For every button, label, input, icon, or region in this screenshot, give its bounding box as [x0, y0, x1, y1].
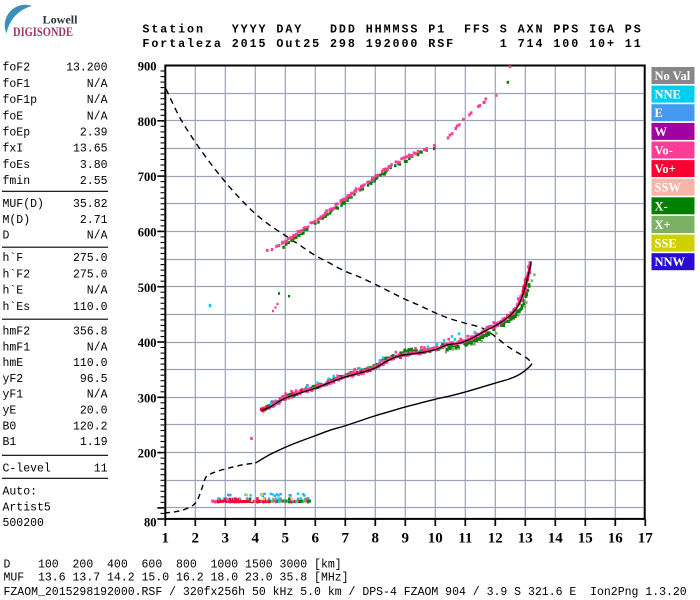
svg-text:foE: foE — [3, 110, 24, 123]
svg-text:2.71: 2.71 — [80, 214, 108, 227]
svg-text:foEs: foEs — [3, 159, 31, 172]
svg-text:11: 11 — [94, 463, 108, 476]
svg-text:N/A: N/A — [87, 341, 108, 354]
svg-text:200: 200 — [138, 447, 157, 461]
svg-text:1: 1 — [162, 531, 170, 547]
svg-text:35.82: 35.82 — [73, 198, 108, 211]
svg-text:500200: 500200 — [3, 517, 45, 530]
svg-text:MUF 13.6 13.7 14.2 15.0 16.2: MUF 13.6 13.7 14.2 15.0 16.2 18.0 23.0 3… — [4, 572, 349, 585]
svg-text:500: 500 — [138, 281, 157, 295]
svg-text:900: 900 — [138, 60, 157, 74]
svg-text:Artist5: Artist5 — [3, 502, 51, 515]
svg-text:2.39: 2.39 — [80, 127, 108, 140]
svg-text:3.80: 3.80 — [80, 159, 108, 172]
svg-text:3: 3 — [222, 531, 230, 547]
svg-text:275.0: 275.0 — [73, 252, 108, 265]
svg-text:FZAOM_2015298192000.RSF / 320f: FZAOM_2015298192000.RSF / 320fx256h 50 k… — [4, 586, 687, 599]
svg-text:B1: B1 — [3, 436, 17, 449]
svg-text:foF2: foF2 — [3, 62, 31, 75]
svg-text:275.0: 275.0 — [73, 268, 108, 281]
svg-text:96.5: 96.5 — [80, 373, 108, 386]
svg-text:16: 16 — [608, 531, 624, 547]
svg-text:hmF1: hmF1 — [3, 341, 31, 354]
svg-text:120.2: 120.2 — [73, 420, 108, 433]
svg-text:N/A: N/A — [87, 285, 108, 298]
svg-text:14: 14 — [548, 531, 564, 547]
svg-text:7: 7 — [342, 531, 350, 547]
svg-text:foF1p: foF1p — [3, 94, 38, 107]
svg-text:Fortaleza 2015 Out25 298 19200: Fortaleza 2015 Out25 298 192000 RSF 1 71… — [142, 37, 642, 51]
svg-text:SSE: SSE — [655, 237, 677, 251]
svg-text:Auto:: Auto: — [3, 486, 38, 499]
svg-text:SSW: SSW — [655, 181, 682, 195]
svg-text:foEp: foEp — [3, 127, 31, 140]
svg-text:fxI: fxI — [3, 143, 24, 156]
svg-text:N/A: N/A — [87, 230, 108, 243]
svg-text:B0: B0 — [3, 420, 17, 433]
svg-text:E: E — [655, 106, 663, 120]
svg-text:yF1: yF1 — [3, 389, 24, 402]
svg-text:2.55: 2.55 — [80, 175, 108, 188]
svg-text:Lowell: Lowell — [43, 12, 79, 26]
svg-text:356.8: 356.8 — [73, 326, 108, 339]
svg-text:NNW: NNW — [655, 255, 686, 269]
svg-text:M(D): M(D) — [3, 214, 31, 227]
svg-text:N/A: N/A — [87, 389, 108, 402]
svg-text:4: 4 — [252, 531, 260, 547]
svg-text:110.0: 110.0 — [73, 301, 108, 314]
svg-text:W: W — [655, 125, 668, 139]
svg-text:X-: X- — [655, 199, 668, 213]
svg-text:600: 600 — [138, 226, 157, 240]
svg-text:h`F2: h`F2 — [3, 268, 31, 281]
svg-text:2: 2 — [192, 531, 200, 547]
svg-text:9: 9 — [402, 531, 410, 547]
svg-text:yE: yE — [3, 405, 17, 418]
svg-text:MUF(D): MUF(D) — [3, 198, 44, 211]
svg-text:hmE: hmE — [3, 357, 24, 370]
svg-text:h`F: h`F — [3, 252, 24, 265]
svg-text:12: 12 — [488, 531, 503, 547]
svg-text:5: 5 — [282, 531, 290, 547]
svg-text:N/A: N/A — [87, 94, 108, 107]
svg-text:hmF2: hmF2 — [3, 326, 31, 339]
svg-text:N/A: N/A — [87, 78, 108, 91]
svg-text:DIGISONDE: DIGISONDE — [13, 25, 73, 39]
svg-text:h`Es: h`Es — [3, 301, 31, 314]
svg-text:8: 8 — [372, 531, 380, 547]
svg-text:10: 10 — [428, 531, 443, 547]
svg-text:300: 300 — [138, 391, 157, 405]
svg-text:Vo-: Vo- — [655, 144, 673, 158]
svg-text:6: 6 — [312, 531, 320, 547]
svg-text:X+: X+ — [655, 218, 671, 232]
svg-text:D: D — [3, 230, 10, 243]
svg-text:80: 80 — [144, 516, 157, 530]
svg-text:17: 17 — [638, 531, 654, 547]
svg-text:13.200: 13.200 — [66, 62, 108, 75]
svg-text:400: 400 — [138, 336, 157, 350]
svg-text:11: 11 — [458, 531, 472, 547]
svg-text:foF1: foF1 — [3, 78, 31, 91]
svg-text:N/A: N/A — [87, 110, 108, 123]
svg-text:1.19: 1.19 — [80, 436, 108, 449]
svg-text:13.65: 13.65 — [73, 143, 108, 156]
svg-text:Vo+: Vo+ — [655, 162, 676, 176]
svg-text:13: 13 — [518, 531, 533, 547]
svg-text:15: 15 — [578, 531, 593, 547]
svg-text:20.0: 20.0 — [80, 405, 108, 418]
svg-text:C-level: C-level — [3, 463, 51, 476]
svg-text:Station YYYY DAY DDD HHMMS: Station YYYY DAY DDD HHMMSS P1 FFS S AXN… — [142, 23, 642, 37]
svg-text:800: 800 — [138, 115, 157, 129]
svg-text:h`E: h`E — [3, 285, 24, 298]
svg-text:NNE: NNE — [655, 88, 681, 102]
svg-text:yF2: yF2 — [3, 373, 24, 386]
svg-text:No Val: No Val — [655, 69, 691, 83]
svg-text:fmin: fmin — [3, 175, 31, 188]
svg-text:700: 700 — [138, 170, 157, 184]
svg-text:D 100 200 400 600 800: D 100 200 400 600 800 1000 1500 3000 [km… — [4, 559, 342, 572]
svg-text:110.0: 110.0 — [73, 357, 108, 370]
